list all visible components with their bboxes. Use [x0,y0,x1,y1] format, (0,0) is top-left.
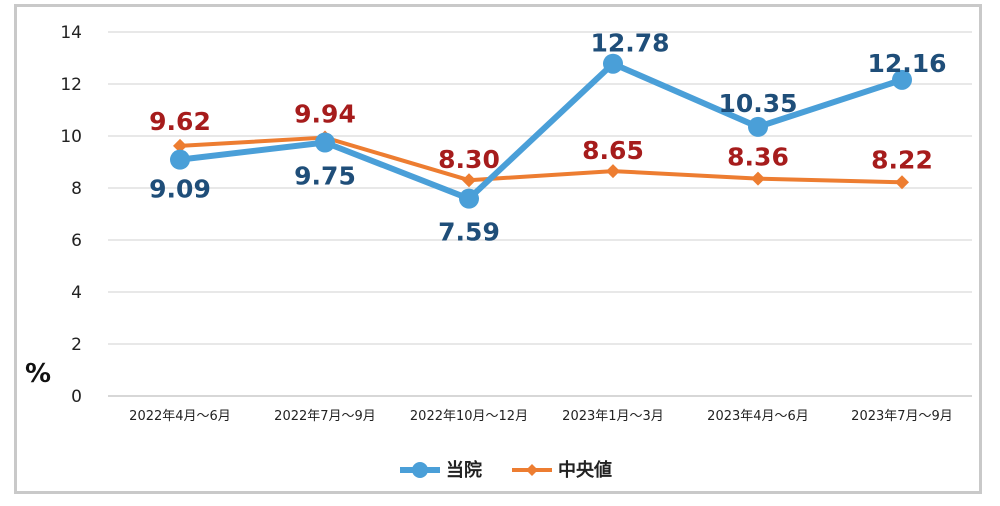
data-point [895,175,909,190]
data-label: 9.09 [149,175,211,204]
data-label: 8.30 [438,145,500,174]
x-tick-label: 2022年10月～12月 [410,409,528,424]
y-tick-label: 2 [71,335,82,355]
legend-marker [412,462,428,478]
x-tick-label: 2022年4月～6月 [129,409,231,424]
series-layer [170,53,912,209]
data-label: 8.65 [582,136,644,165]
data-point [170,149,190,170]
data-label: 9.62 [149,107,211,136]
y-tick-label: 4 [71,283,82,303]
x-tick-label: 2023年7月～9月 [851,409,953,424]
x-tick-label: 2023年4月～6月 [707,409,809,424]
chart-frame [14,4,982,494]
y-tick-label: 8 [71,179,82,199]
data-label: 12.16 [867,49,946,78]
legend-label: 当院 [446,459,482,481]
data-label: 7.59 [438,218,500,247]
legend-item: 当院 [400,459,482,481]
x-tick-label: 2023年1月～3月 [562,409,664,424]
data-point [603,53,623,74]
data-labels: 9.09 9.75 7.59 12.78 10.35 12.16 9.62 9.94 8.30 8… [149,29,946,247]
data-label: 8.22 [871,145,933,174]
data-point [459,188,479,209]
legend-label: 中央値 [558,459,612,481]
y-tick-label: 10 [60,127,82,147]
y-axis-unit-label: % [25,359,51,389]
y-tick-label: 12 [60,75,82,95]
y-axis-ticks: 0 2 4 6 8 10 12 14 [60,23,82,407]
legend: 当院 中央値 [400,459,612,481]
legend-marker [526,464,538,476]
data-point [462,173,476,188]
x-tick-label: 2022年7月～9月 [274,409,376,424]
data-point [173,138,187,153]
series-line [179,135,903,185]
data-label: 12.78 [590,29,669,58]
data-label: 10.35 [718,89,797,118]
data-point [606,164,620,179]
gridlines [108,31,972,397]
data-point [751,171,765,186]
data-label: 8.36 [727,143,789,172]
x-axis-ticks: 2022年4月～6月 2022年7月～9月 2022年10月～12月 2023年1月～… [129,409,953,424]
y-tick-label: 0 [71,387,82,407]
legend-item: 中央値 [512,459,612,481]
data-point [892,69,912,90]
data-label: 9.94 [294,100,356,129]
series-line [179,60,903,202]
data-label: 9.75 [294,162,356,191]
y-tick-label: 14 [60,23,82,43]
y-tick-label: 6 [71,231,82,251]
data-point [748,116,768,137]
data-point [315,132,335,153]
